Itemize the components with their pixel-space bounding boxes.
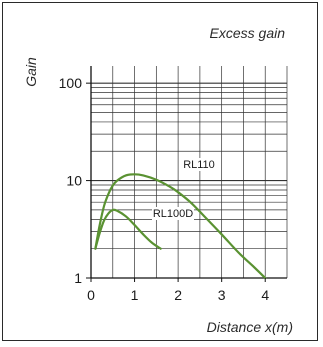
series-label-rl110-text: RL110	[183, 159, 215, 171]
grid-lines	[91, 66, 288, 279]
series-lines	[94, 173, 267, 280]
x-axis-label: Distance x(m)	[207, 319, 293, 335]
series-label-rl100d: RL100D	[152, 207, 194, 220]
y-tick-label: 100	[59, 75, 83, 91]
x-tick-label: 1	[131, 287, 139, 303]
x-tick-label: 0	[87, 287, 95, 303]
y-tick-label: 10	[66, 173, 82, 189]
series-label-rl100d-text: RL100D	[153, 208, 193, 220]
chart-title: Excess gain	[210, 25, 286, 41]
axes	[90, 66, 287, 279]
y-axis-label: Gain	[23, 57, 39, 87]
series-label-rl110-bg	[181, 158, 217, 171]
series-label-rl100d-bg	[152, 207, 194, 220]
x-tick-label: 4	[261, 287, 269, 303]
y-tick-label: 1	[74, 270, 82, 286]
series-label-rl110: RL110	[181, 158, 217, 171]
series-line-rl110	[94, 173, 267, 280]
x-tick-label: 3	[218, 287, 226, 303]
series-line-rl100d	[94, 208, 162, 250]
x-tick-label: 2	[174, 287, 182, 303]
